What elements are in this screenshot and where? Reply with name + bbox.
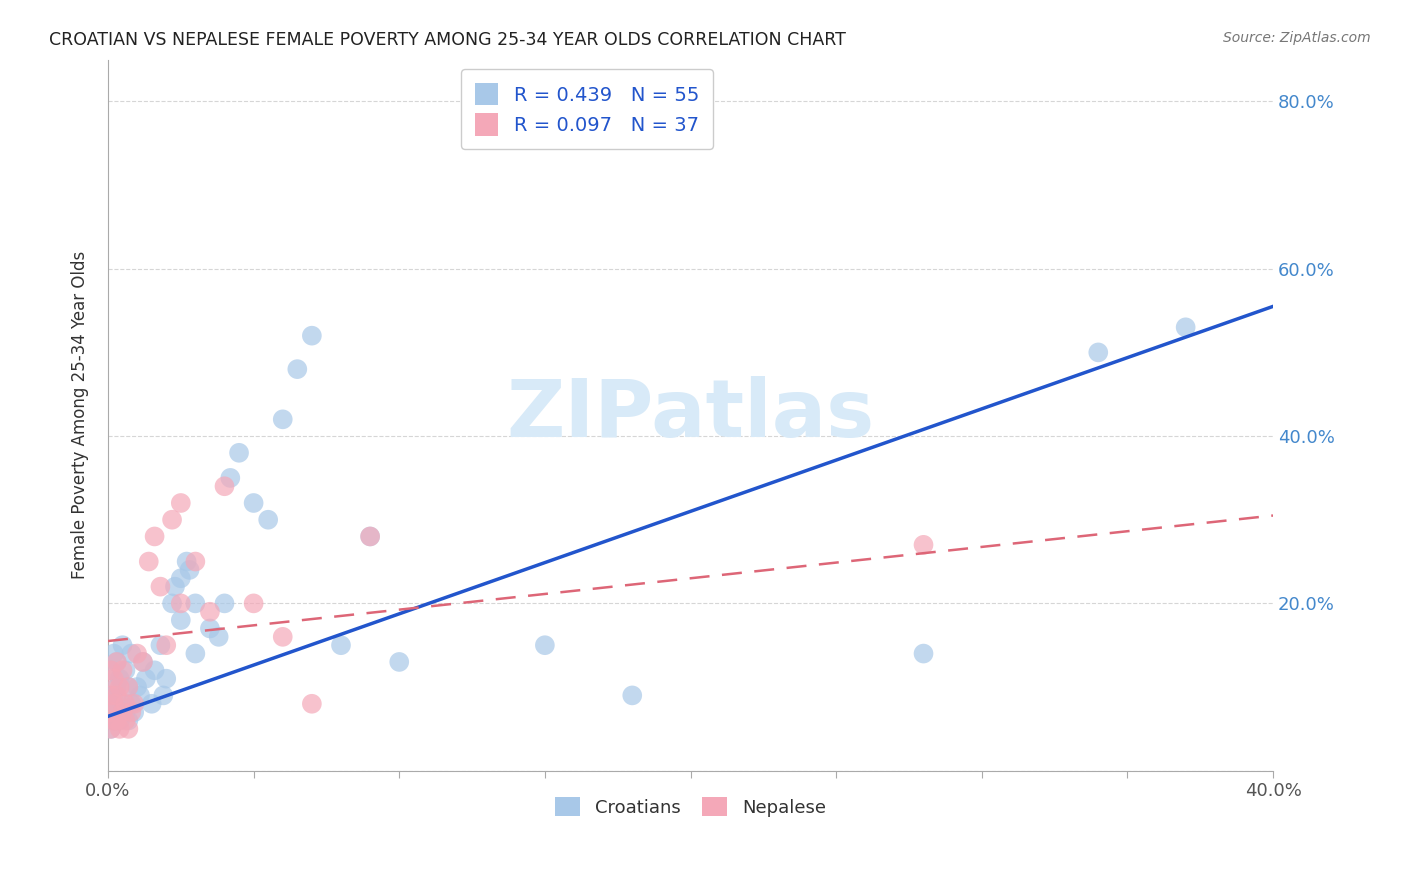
Point	[388, 655, 411, 669]
Point	[170, 496, 193, 510]
Point	[103, 697, 125, 711]
Point	[132, 655, 155, 669]
Point	[1087, 345, 1109, 359]
Point	[1174, 320, 1197, 334]
Point	[214, 479, 236, 493]
Point	[114, 714, 136, 728]
Point	[242, 496, 264, 510]
Point	[301, 697, 323, 711]
Point	[214, 596, 236, 610]
Point	[242, 596, 264, 610]
Point	[271, 630, 294, 644]
Point	[105, 680, 128, 694]
Point	[170, 571, 193, 585]
Y-axis label: Female Poverty Among 25-34 Year Olds: Female Poverty Among 25-34 Year Olds	[72, 251, 89, 579]
Point	[111, 697, 134, 711]
Point	[219, 471, 242, 485]
Point	[198, 605, 221, 619]
Point	[143, 663, 166, 677]
Point	[105, 655, 128, 669]
Point	[100, 663, 122, 677]
Point	[100, 697, 122, 711]
Point	[138, 555, 160, 569]
Point	[103, 689, 125, 703]
Point	[912, 647, 935, 661]
Point	[103, 714, 125, 728]
Point	[184, 647, 207, 661]
Point	[330, 638, 353, 652]
Point	[111, 638, 134, 652]
Point	[143, 529, 166, 543]
Point	[105, 689, 128, 703]
Point	[103, 647, 125, 661]
Point	[160, 513, 183, 527]
Point	[160, 596, 183, 610]
Point	[170, 596, 193, 610]
Point	[103, 714, 125, 728]
Point	[141, 697, 163, 711]
Point	[127, 680, 149, 694]
Point	[100, 663, 122, 677]
Point	[534, 638, 557, 652]
Point	[359, 529, 381, 543]
Point	[122, 705, 145, 719]
Point	[117, 714, 139, 728]
Point	[100, 722, 122, 736]
Point	[208, 630, 231, 644]
Point	[111, 663, 134, 677]
Point	[912, 538, 935, 552]
Point	[621, 689, 644, 703]
Point	[179, 563, 201, 577]
Point	[105, 705, 128, 719]
Point	[117, 680, 139, 694]
Point	[176, 555, 198, 569]
Point	[114, 705, 136, 719]
Point	[117, 722, 139, 736]
Point	[105, 655, 128, 669]
Point	[184, 596, 207, 610]
Point	[129, 689, 152, 703]
Point	[271, 412, 294, 426]
Point	[117, 680, 139, 694]
Point	[135, 672, 157, 686]
Point	[301, 328, 323, 343]
Point	[149, 580, 172, 594]
Point	[152, 689, 174, 703]
Point	[163, 580, 186, 594]
Point	[103, 672, 125, 686]
Point	[100, 705, 122, 719]
Point	[114, 663, 136, 677]
Point	[105, 714, 128, 728]
Point	[184, 555, 207, 569]
Text: Source: ZipAtlas.com: Source: ZipAtlas.com	[1223, 31, 1371, 45]
Point	[149, 638, 172, 652]
Point	[108, 672, 131, 686]
Point	[108, 714, 131, 728]
Point	[155, 638, 177, 652]
Point	[120, 697, 142, 711]
Point	[100, 689, 122, 703]
Point	[285, 362, 308, 376]
Point	[120, 705, 142, 719]
Point	[228, 446, 250, 460]
Point	[170, 613, 193, 627]
Point	[111, 705, 134, 719]
Text: CROATIAN VS NEPALESE FEMALE POVERTY AMONG 25-34 YEAR OLDS CORRELATION CHART: CROATIAN VS NEPALESE FEMALE POVERTY AMON…	[49, 31, 846, 49]
Point	[155, 672, 177, 686]
Point	[127, 647, 149, 661]
Point	[120, 647, 142, 661]
Point	[100, 722, 122, 736]
Text: ZIPatlas: ZIPatlas	[506, 376, 875, 454]
Point	[108, 680, 131, 694]
Point	[108, 722, 131, 736]
Point	[132, 655, 155, 669]
Point	[114, 697, 136, 711]
Point	[198, 622, 221, 636]
Point	[122, 697, 145, 711]
Point	[257, 513, 280, 527]
Point	[359, 529, 381, 543]
Legend: Croatians, Nepalese: Croatians, Nepalese	[546, 789, 835, 826]
